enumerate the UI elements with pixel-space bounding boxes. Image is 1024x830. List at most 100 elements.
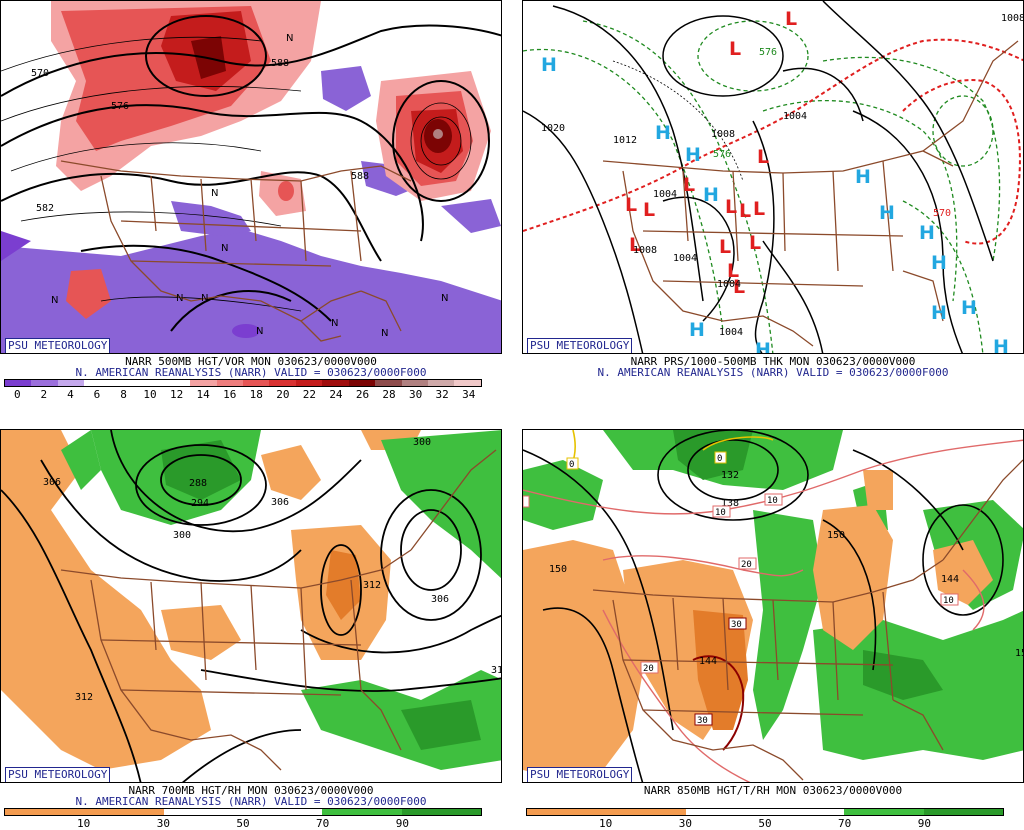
vorticity-min-symbol: N <box>441 293 448 304</box>
colorbar-tick-label: 50 <box>758 817 772 830</box>
colorbar-tick-label: 32 <box>435 388 449 401</box>
colorbar-swatch <box>57 380 85 386</box>
rh-colorbar <box>526 808 1004 816</box>
vorticity-min-symbol: N <box>51 295 58 306</box>
colorbar-tick-label: 10 <box>143 388 157 401</box>
temp-label-text: 10 <box>943 596 954 606</box>
colorbar-tick-label: 30 <box>408 388 423 401</box>
vorticity-colorbar <box>4 379 482 387</box>
colorbar-swatch <box>295 380 323 386</box>
contour-label: 582 <box>36 203 54 214</box>
colorbar-tick-label: 6 <box>93 388 101 401</box>
low-pressure-marker: L <box>643 199 655 221</box>
colorbar-swatch <box>5 380 32 386</box>
map-caption-valid: N. AMERICAN REANALYSIS (NARR) VALID = 03… <box>75 795 427 808</box>
colorbar-swatch <box>269 380 296 386</box>
psu-meteorology-badge: PSU METEOROLOGY <box>5 338 111 353</box>
low-pressure-marker: L <box>727 260 739 282</box>
colorbar-swatch <box>764 809 845 815</box>
temp-label: 30 <box>728 617 747 630</box>
colorbar-tick-label: 8 <box>120 388 127 401</box>
colorbar-tick-label: 10 <box>599 817 613 830</box>
contour-label: 1004 <box>653 189 677 200</box>
contour-label: 318 <box>491 665 502 676</box>
colorbar-tick-label: 0 <box>13 388 21 401</box>
colorbar-swatch <box>5 809 85 815</box>
high-pressure-marker: H <box>755 339 771 354</box>
temp-label-text: 30 <box>731 620 742 630</box>
temp-label-text: 20 <box>643 664 654 674</box>
contour-label: 1008 <box>711 129 735 140</box>
contour-label: 1020 <box>541 123 565 134</box>
map-700mb-graphic: 306 288 294 300 306 312 306 312 318 300 <box>1 430 502 782</box>
high-pressure-marker: H <box>655 122 671 144</box>
colorbar-tick-label: 90 <box>395 817 409 830</box>
contour-label: 150 <box>827 530 845 541</box>
map-pressure-thickness: H H H H H H H H H H H H H L L L L L L <box>522 0 1024 354</box>
colorbar-tick-label: 4 <box>67 388 74 401</box>
temp-label: 0 <box>566 457 579 470</box>
contour-label: 576 <box>111 101 129 112</box>
temp-label-text: 10 <box>767 496 778 506</box>
vorticity-min-symbol: N <box>331 318 338 329</box>
panel-700mb-rh: 306 288 294 300 306 312 306 312 318 300 … <box>0 429 502 829</box>
map-850mb-graphic: 150 132 138 150 144 144 15 0 0 10 10 20 … <box>523 430 1023 782</box>
colorbar-swatch <box>163 380 191 386</box>
rh-colorbar-ticks: 10 30 50 70 90 <box>526 818 1004 830</box>
low-pressure-marker: L <box>749 232 761 254</box>
colorbar-tick-label: 30 <box>678 817 692 830</box>
low-pressure-marker: L <box>757 146 769 168</box>
vorticity-min-symbol: N <box>211 188 218 199</box>
contour-label: 576 <box>713 149 731 160</box>
temp-label: 10 <box>764 493 783 506</box>
contour-label: 1004 <box>717 279 741 290</box>
colorbar-tick-label: 22 <box>302 388 316 401</box>
colorbar-swatch <box>322 380 349 386</box>
temp-label: 10 <box>940 593 959 606</box>
temp-label: 20 <box>640 661 659 674</box>
psu-meteorology-badge: PSU METEOROLOGY <box>527 767 633 782</box>
rh-colorbar <box>4 808 482 816</box>
colorbar-swatch <box>401 380 428 386</box>
colorbar-swatch <box>606 809 686 815</box>
colorbar-swatch <box>844 809 924 815</box>
colorbar-tick-label: 34 <box>462 388 476 401</box>
high-pressure-marker: H <box>961 297 977 319</box>
colorbar-swatch <box>428 380 455 386</box>
colorbar-swatch <box>216 380 243 386</box>
temp-label: 0 <box>714 451 727 464</box>
colorbar-tick-label: 30 <box>156 817 170 830</box>
vorticity-min-symbol: N <box>176 293 183 304</box>
contour-label: 306 <box>43 477 61 488</box>
colorbar-swatch <box>242 380 270 386</box>
high-pressure-marker: H <box>931 252 947 274</box>
high-pressure-marker: H <box>703 184 719 206</box>
map-caption-valid: N. AMERICAN REANALYSIS (NARR) VALID = 03… <box>75 366 427 379</box>
colorbar-swatch <box>454 380 481 386</box>
contour-label: 144 <box>941 574 959 585</box>
temp-label-text: 10 <box>715 508 726 518</box>
map-caption-title: NARR PRS/1000-500MB THK MON 030623/0000V… <box>630 355 916 368</box>
map-pressure-graphic: H H H H H H H H H H H H H L L L L L L <box>523 1 1023 354</box>
map-caption-valid: N. AMERICAN REANALYSIS (NARR) VALID = 03… <box>597 366 949 379</box>
vorticity-min-symbol: N <box>286 33 293 44</box>
low-pressure-marker: L <box>739 200 751 222</box>
colorbar-tick-label: 14 <box>196 388 210 401</box>
colorbar-tick-label: 16 <box>223 388 237 401</box>
colorbar-tick-label: 50 <box>236 817 250 830</box>
contour-label: 288 <box>189 478 207 489</box>
contour-label: 144 <box>699 656 717 667</box>
contour-label: 294 <box>191 498 209 509</box>
colorbar-tick-label: 24 <box>329 388 343 401</box>
temp-label-text: 20 <box>741 560 752 570</box>
high-pressure-marker: H <box>919 222 935 244</box>
colorbar-swatch <box>31 380 58 386</box>
map-850mb: 150 132 138 150 144 144 15 0 0 10 10 20 … <box>522 429 1024 783</box>
vorticity-min-symbol: N <box>221 243 228 254</box>
temp-label: 30 <box>694 713 713 726</box>
vorticity-min-symbol: N <box>201 293 208 304</box>
low-pressure-marker: L <box>625 194 637 216</box>
colorbar-swatch <box>84 380 111 386</box>
low-pressure-marker: L <box>733 276 745 298</box>
vorticity-min-symbol: N <box>381 328 388 339</box>
